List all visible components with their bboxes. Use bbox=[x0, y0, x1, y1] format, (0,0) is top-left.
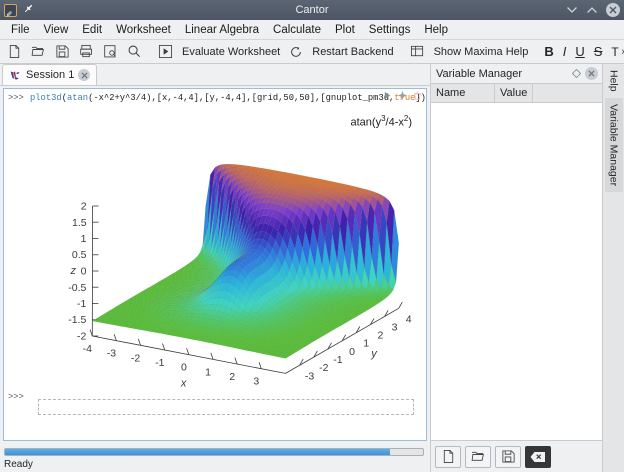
svg-text:-1: -1 bbox=[77, 298, 86, 310]
svg-text:x: x bbox=[180, 378, 187, 388]
svg-text:1: 1 bbox=[81, 233, 87, 245]
svg-text:2: 2 bbox=[81, 201, 87, 213]
svg-text:0: 0 bbox=[349, 346, 355, 358]
svg-text:4: 4 bbox=[406, 313, 412, 325]
svg-text:-2: -2 bbox=[319, 362, 328, 374]
svg-text:-1: -1 bbox=[333, 354, 342, 366]
svg-text:0.5: 0.5 bbox=[72, 249, 87, 261]
svg-text:-1.5: -1.5 bbox=[68, 314, 86, 326]
svg-text:-1: -1 bbox=[155, 357, 164, 369]
svg-text:1: 1 bbox=[363, 338, 369, 350]
svg-text:0: 0 bbox=[81, 266, 87, 278]
svg-text:2: 2 bbox=[229, 371, 235, 383]
svg-text:3: 3 bbox=[392, 321, 398, 333]
svg-text:-2: -2 bbox=[131, 352, 140, 364]
svg-text:-3: -3 bbox=[107, 348, 116, 360]
svg-text:-0.5: -0.5 bbox=[68, 282, 86, 294]
svg-text:1.5: 1.5 bbox=[72, 217, 87, 229]
svg-text:3: 3 bbox=[253, 376, 259, 388]
svg-text:y: y bbox=[370, 348, 378, 360]
svg-text:0: 0 bbox=[181, 362, 187, 374]
svg-text:-2: -2 bbox=[77, 331, 86, 343]
svg-text:-3: -3 bbox=[305, 370, 314, 382]
svg-text:1: 1 bbox=[205, 366, 211, 378]
svg-text:z: z bbox=[70, 265, 77, 277]
svg-text:2: 2 bbox=[377, 330, 383, 342]
svg-text:-4: -4 bbox=[83, 343, 92, 355]
